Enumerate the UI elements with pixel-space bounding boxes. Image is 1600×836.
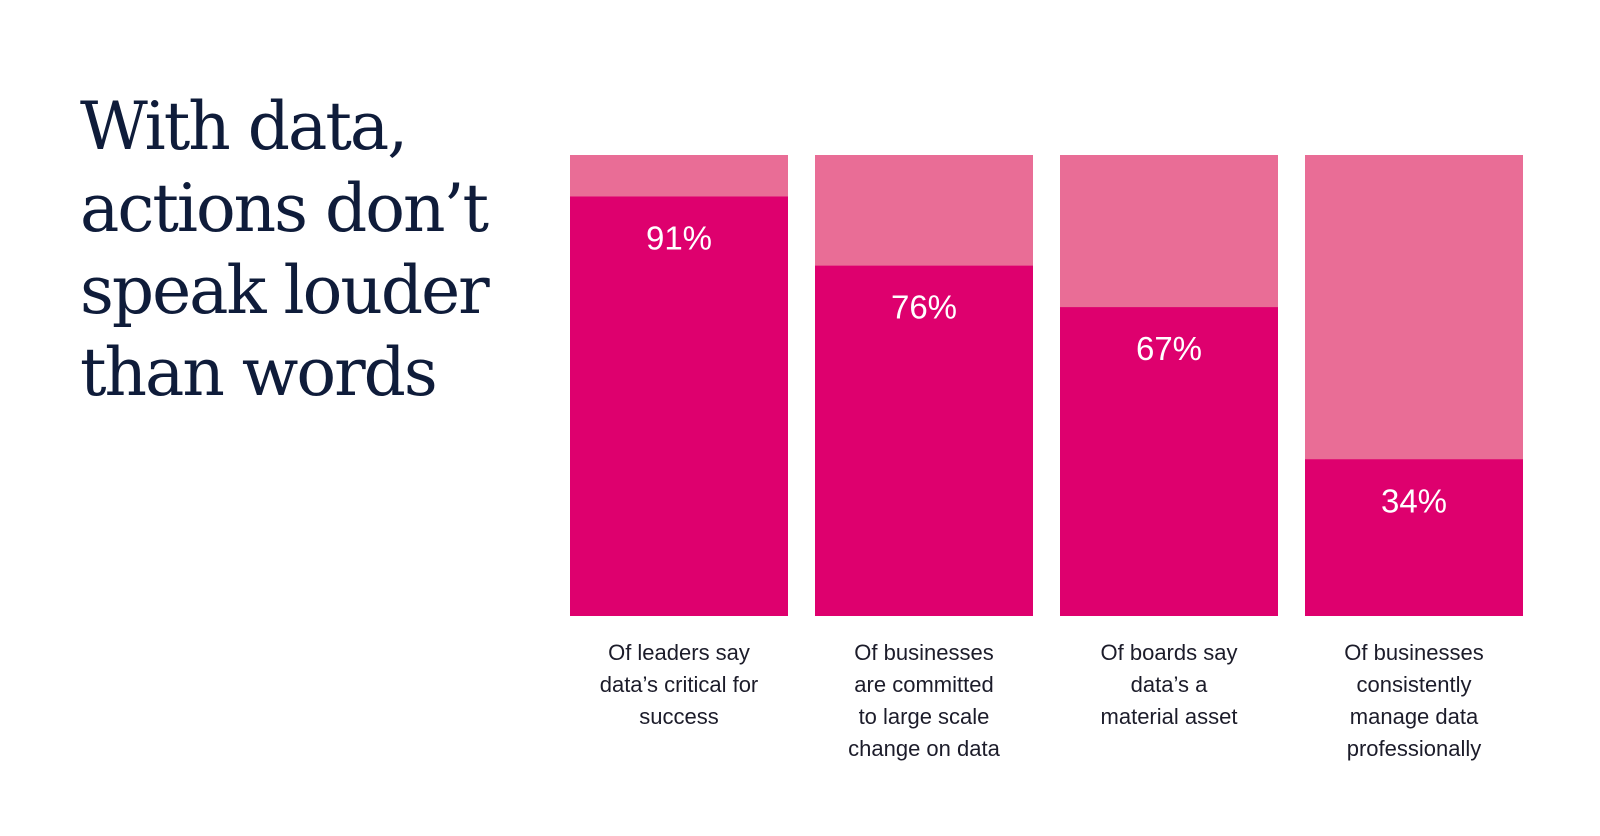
bar-caption-line: data’s a	[1131, 672, 1208, 697]
bar-value-label: 67%	[1136, 330, 1202, 367]
bar-value-label: 91%	[646, 219, 712, 256]
bar-caption-line: Of boards say	[1101, 640, 1238, 665]
headline-line-4: than words	[80, 334, 438, 411]
bar-caption-line: Of businesses	[1344, 640, 1483, 665]
bar-value-label: 34%	[1381, 482, 1447, 519]
bar-group: 91% Of leaders say data’s critical for succ…	[570, 155, 788, 729]
bar	[1060, 307, 1278, 616]
bar-caption-line: professionally	[1347, 736, 1482, 761]
bar-caption-line: manage data	[1350, 704, 1479, 729]
bar-value-label: 76%	[891, 289, 957, 326]
bar-group: 34% Of businesses consistently manage data p…	[1305, 155, 1523, 761]
bar	[815, 265, 1033, 616]
bar-caption-line: Of businesses	[854, 640, 993, 665]
bar	[570, 196, 788, 617]
bar-group: 67% Of boards say data’s a material asset	[1060, 155, 1278, 729]
bar-caption-line: are committed	[854, 672, 993, 697]
bar-caption-line: success	[639, 704, 718, 729]
bar-caption-line: consistently	[1357, 672, 1472, 697]
headline-line-3: speak louder	[80, 252, 490, 329]
bar	[1305, 459, 1523, 616]
headline-line-2: actions don’t	[80, 170, 489, 247]
bar-caption-line: to large scale	[859, 704, 990, 729]
headline-line-1: With data,	[80, 88, 408, 165]
headline: With data, actions don’t speak louder th…	[80, 86, 520, 414]
bar-group: 76% Of businesses are committed to large sc…	[815, 155, 1033, 761]
bar-caption-line: change on data	[848, 736, 1000, 761]
bar-caption-line: material asset	[1101, 704, 1238, 729]
bar-caption-line: Of leaders say	[608, 640, 750, 665]
bar-caption-line: data’s critical for	[600, 672, 759, 697]
